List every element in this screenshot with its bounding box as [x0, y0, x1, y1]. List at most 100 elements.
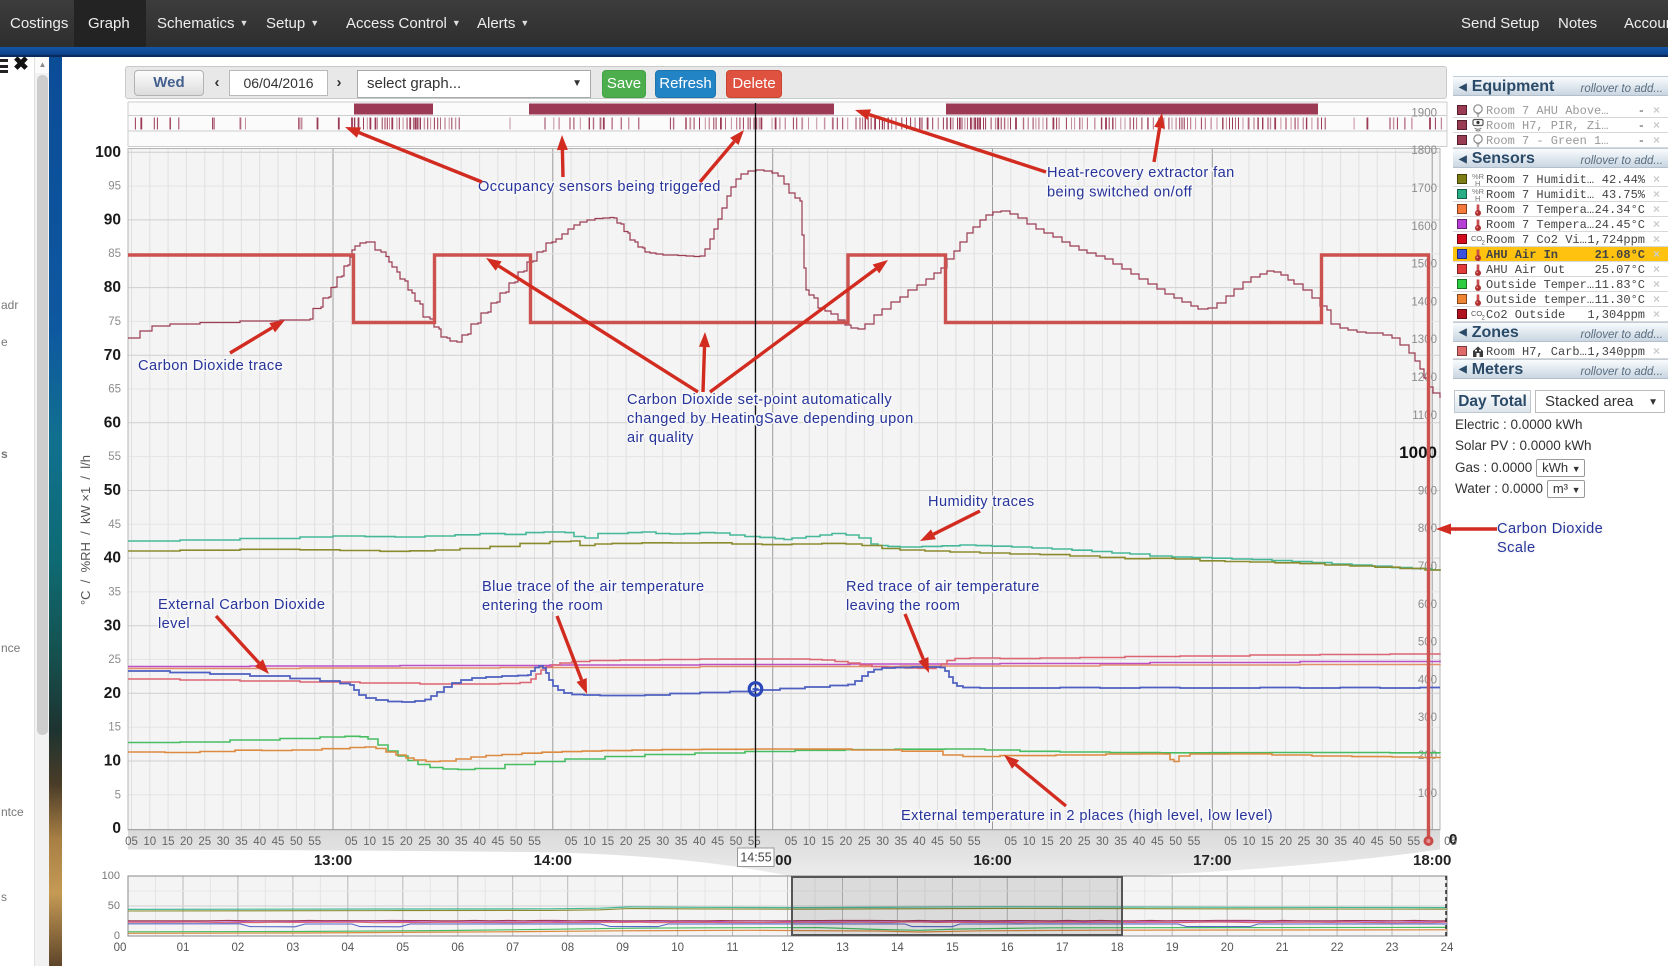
svg-text:15: 15	[382, 836, 395, 848]
svg-text:40: 40	[913, 836, 926, 848]
svg-text:Carbon Dioxide trace: Carbon Dioxide trace	[138, 358, 283, 374]
svg-text:30: 30	[876, 836, 889, 848]
svg-text:07: 07	[506, 942, 519, 954]
svg-text:100: 100	[102, 870, 120, 882]
svg-text:entering the room: entering the room	[482, 598, 603, 614]
svg-text:90: 90	[104, 211, 121, 228]
svg-text:15: 15	[108, 722, 121, 734]
svg-text:20: 20	[1221, 942, 1234, 954]
svg-text:10: 10	[583, 836, 596, 848]
svg-text:13:00: 13:00	[314, 852, 352, 869]
svg-text:level: level	[158, 616, 190, 632]
svg-text:40: 40	[693, 836, 706, 848]
svg-text:14:00: 14:00	[534, 852, 572, 869]
svg-text:45: 45	[931, 836, 944, 848]
svg-text:05: 05	[565, 836, 578, 848]
svg-text:%R: %R	[1472, 172, 1485, 181]
svg-text:20: 20	[620, 836, 633, 848]
svg-text:Red trace of air temperature: Red trace of air temperature	[846, 579, 1040, 595]
svg-text:air quality: air quality	[627, 430, 694, 446]
svg-text:50: 50	[1169, 836, 1182, 848]
svg-text:15: 15	[821, 836, 834, 848]
svg-text:30: 30	[104, 617, 121, 634]
svg-text:05: 05	[345, 836, 358, 848]
svg-text:H: H	[1475, 194, 1480, 202]
svg-text:°C / %RH / kW ×1 / l/h: °C / %RH / kW ×1 / l/h	[78, 455, 93, 605]
svg-text:H: H	[1475, 179, 1480, 187]
svg-text:10: 10	[363, 836, 376, 848]
svg-text:05: 05	[396, 942, 409, 954]
svg-text:0: 0	[1449, 831, 1457, 848]
svg-text:10: 10	[143, 836, 156, 848]
svg-text:50: 50	[1389, 836, 1402, 848]
svg-text:External Carbon Dioxide: External Carbon Dioxide	[158, 597, 325, 613]
svg-text:20: 20	[1059, 836, 1072, 848]
svg-text:14:55: 14:55	[740, 851, 771, 865]
svg-text:04: 04	[341, 942, 354, 954]
svg-text:50: 50	[730, 836, 743, 848]
svg-text:45: 45	[492, 836, 505, 848]
svg-text:55: 55	[968, 836, 981, 848]
svg-text:55: 55	[528, 836, 541, 848]
svg-text:0: 0	[112, 820, 121, 837]
svg-text:Heat-recovery extractor fan: Heat-recovery extractor fan	[1047, 165, 1235, 181]
svg-text:Blue trace of the air temperat: Blue trace of the air temperature	[482, 579, 705, 595]
svg-text:24: 24	[1441, 942, 1454, 954]
svg-text:55: 55	[108, 451, 121, 463]
svg-text:10: 10	[1023, 836, 1036, 848]
svg-text:Occupancy sensors being trigge: Occupancy sensors being triggered	[478, 179, 721, 195]
svg-text:55: 55	[1407, 836, 1420, 848]
svg-text:1500: 1500	[1411, 259, 1437, 271]
svg-text:40: 40	[253, 836, 266, 848]
svg-text:13: 13	[836, 942, 849, 954]
svg-text:18: 18	[1111, 942, 1124, 954]
svg-text:15: 15	[946, 942, 959, 954]
svg-text:00: 00	[114, 942, 127, 954]
svg-text:25: 25	[1298, 836, 1311, 848]
svg-text:1800: 1800	[1411, 145, 1437, 157]
svg-text:65: 65	[108, 384, 121, 396]
svg-text:Scale: Scale	[1497, 540, 1536, 556]
svg-text:01: 01	[177, 942, 190, 954]
svg-text:05: 05	[1004, 836, 1017, 848]
svg-text:25: 25	[858, 836, 871, 848]
svg-text:1400: 1400	[1411, 296, 1437, 308]
svg-text:1900: 1900	[1411, 107, 1437, 119]
svg-text:Carbon Dioxide: Carbon Dioxide	[1497, 521, 1603, 537]
svg-text:100: 100	[95, 144, 121, 161]
svg-text:35: 35	[675, 836, 688, 848]
svg-text:11: 11	[727, 942, 739, 954]
svg-text:70: 70	[104, 347, 121, 364]
svg-text:Carbon Dioxide set-point autom: Carbon Dioxide set-point automatically	[627, 392, 892, 408]
svg-text:45: 45	[1371, 836, 1384, 848]
svg-text:1300: 1300	[1411, 334, 1437, 346]
svg-text:%R: %R	[1472, 187, 1485, 196]
svg-text:18:00: 18:00	[1413, 852, 1451, 869]
svg-text:55: 55	[308, 836, 321, 848]
svg-text:25: 25	[418, 836, 431, 848]
svg-text:30: 30	[1096, 836, 1109, 848]
svg-text:35: 35	[235, 836, 248, 848]
svg-text:25: 25	[638, 836, 651, 848]
svg-text:50: 50	[108, 900, 120, 912]
svg-text:02: 02	[232, 942, 245, 954]
svg-text:2: 2	[1482, 315, 1486, 321]
svg-text:1100: 1100	[1412, 410, 1437, 422]
svg-text:being switched on/off: being switched on/off	[1047, 185, 1193, 201]
svg-text:05: 05	[1224, 836, 1237, 848]
svg-text:45: 45	[1151, 836, 1164, 848]
svg-text:1600: 1600	[1411, 221, 1437, 233]
svg-text:60: 60	[104, 414, 121, 431]
svg-text:35: 35	[1114, 836, 1127, 848]
svg-text:17:00: 17:00	[1193, 852, 1231, 869]
svg-text:30: 30	[1316, 836, 1329, 848]
svg-text:85: 85	[108, 248, 121, 260]
svg-text:20: 20	[1279, 836, 1292, 848]
svg-text:12: 12	[781, 942, 794, 954]
svg-text:20: 20	[840, 836, 853, 848]
svg-text:16:00: 16:00	[973, 852, 1011, 869]
svg-text:25: 25	[1078, 836, 1091, 848]
svg-text:22: 22	[1331, 942, 1344, 954]
svg-text:55: 55	[1188, 836, 1201, 848]
svg-text:08: 08	[561, 942, 574, 954]
